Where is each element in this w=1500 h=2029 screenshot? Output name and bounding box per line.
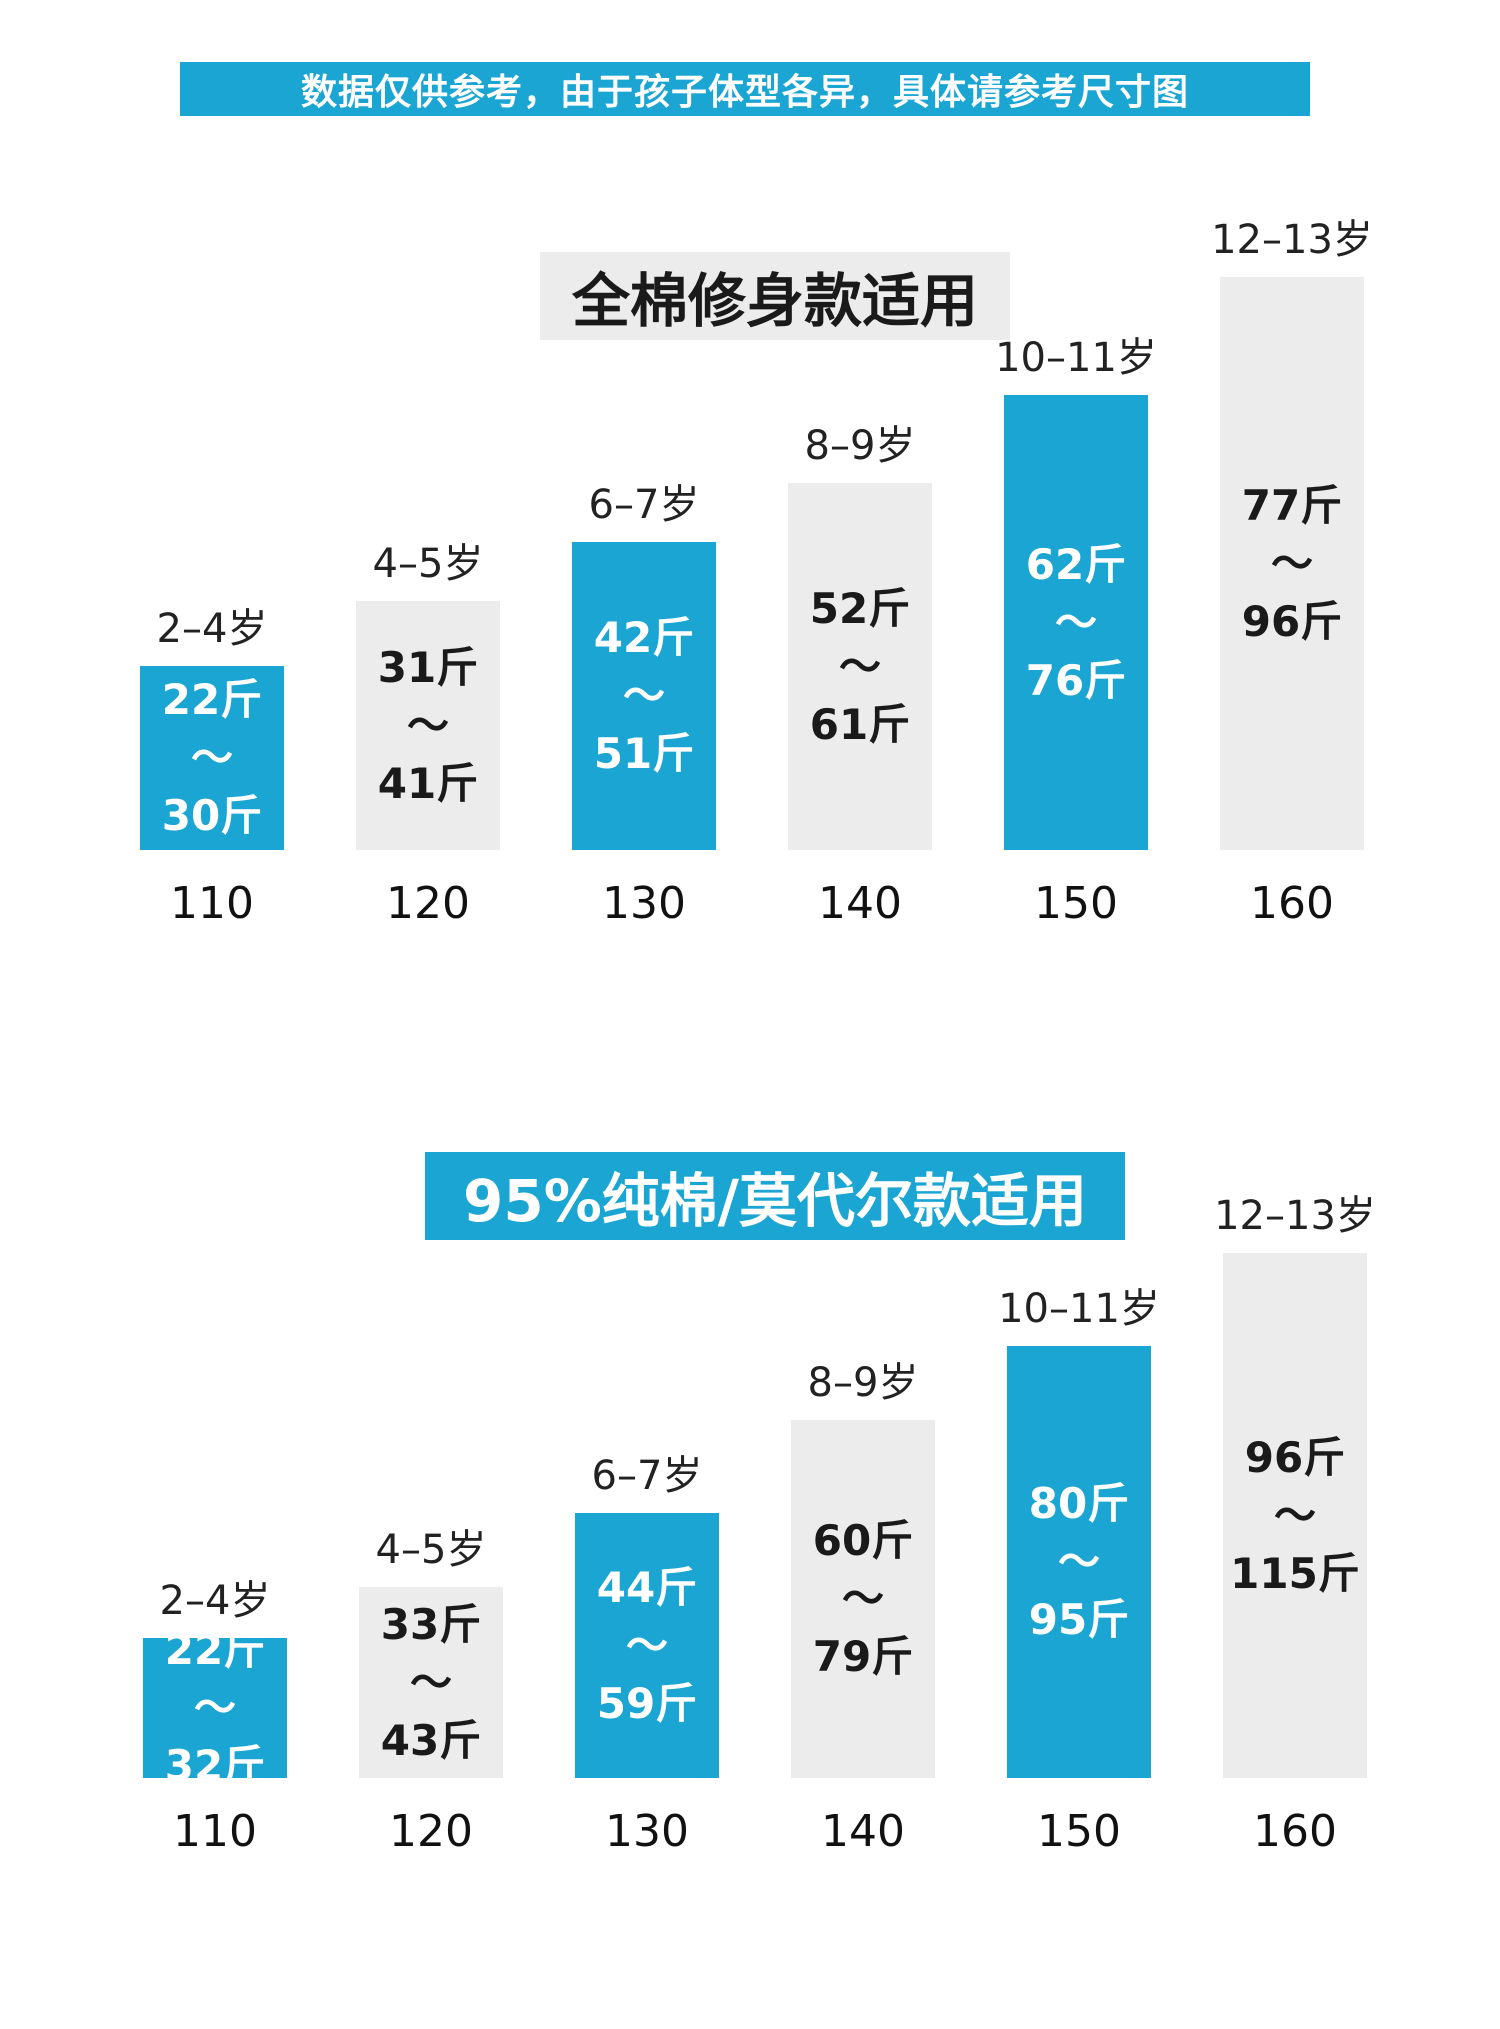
weight-min-label: 31斤 [377, 642, 479, 692]
weight-min-label: 42斤 [593, 613, 695, 662]
weight-max-label: 51斤 [593, 729, 695, 778]
weight-range-label: 33斤 ～ 43斤 [359, 1596, 503, 1770]
age-label-160: 12–13岁 [1214, 1193, 1376, 1239]
weight-max-label: 30斤 [161, 791, 263, 840]
age-label-110: 2–4岁 [159, 1578, 271, 1624]
bar-140: 60斤 ～ 79斤 [791, 1420, 935, 1778]
weight-max-label: 96斤 [1241, 596, 1343, 646]
weight-min-label: 44斤 [596, 1562, 698, 1612]
weight-range-label: 44斤 ～ 59斤 [575, 1559, 719, 1733]
weight-max-label: 61斤 [809, 699, 911, 749]
weight-min-label: 77斤 [1241, 480, 1343, 530]
bar-140: 52斤 ～ 61斤 [788, 483, 932, 850]
tilde-label: ～ [838, 641, 881, 691]
bar-120: 31斤 ～ 41斤 [356, 601, 500, 850]
weight-range-label: 96斤 ～ 115斤 [1223, 1429, 1367, 1603]
tilde-label: ～ [193, 1683, 236, 1732]
size-label-110: 110 [173, 1806, 257, 1857]
weight-range-label: 22斤 ～ 30斤 [140, 671, 284, 845]
tilde-label: ～ [1054, 597, 1097, 647]
weight-min-label: 22斤 [161, 675, 263, 724]
size-label-130: 130 [605, 1806, 689, 1857]
chart-1-title: 全棉修身款适用 [540, 252, 1010, 340]
weight-min-label: 96斤 [1244, 1432, 1346, 1482]
weight-range-label: 31斤 ～ 41斤 [356, 639, 500, 813]
weight-range-label: 62斤 ～ 76斤 [1004, 536, 1148, 710]
bar-150: 62斤 ～ 76斤 [1004, 395, 1148, 850]
tilde-label: ～ [406, 700, 449, 750]
chart-1: 22斤 ～ 30斤 2–4岁 110 31斤 ～ 41斤 4–5岁 120 42斤 ～ 51斤 6–7岁 1… [0, 0, 1500, 1000]
age-label-120: 4–5岁 [375, 1527, 487, 1573]
bar-130: 42斤 ～ 51斤 [572, 542, 716, 850]
tilde-label: ～ [1057, 1537, 1100, 1586]
age-label-150: 10–11岁 [998, 1286, 1160, 1332]
weight-min-label: 60斤 [812, 1516, 914, 1565]
tilde-label: ～ [622, 671, 665, 720]
tilde-label: ～ [409, 1657, 452, 1707]
size-label-110: 110 [170, 878, 254, 929]
chart-2-title: 95%纯棉/莫代尔款适用 [425, 1152, 1125, 1240]
tilde-label: ～ [841, 1574, 884, 1623]
bar-130: 44斤 ～ 59斤 [575, 1513, 719, 1778]
weight-range-label: 60斤 ～ 79斤 [791, 1512, 935, 1686]
age-label-140: 8–9岁 [807, 1360, 919, 1406]
size-label-160: 160 [1253, 1806, 1337, 1857]
tilde-label: ～ [625, 1620, 668, 1670]
bar-160: 96斤 ～ 115斤 [1223, 1253, 1367, 1778]
age-label-160: 12–13岁 [1211, 217, 1373, 263]
bar-150: 80斤 ～ 95斤 [1007, 1346, 1151, 1778]
disclaimer-banner: 数据仅供参考，由于孩子体型各异，具体请参考尺寸图 [180, 62, 1310, 116]
weight-max-label: 95斤 [1028, 1595, 1130, 1644]
weight-max-label: 115斤 [1230, 1548, 1360, 1598]
size-label-130: 130 [602, 878, 686, 929]
weight-max-label: 79斤 [812, 1632, 914, 1681]
bar-110: 22斤 ～ 32斤 [143, 1625, 287, 1790]
age-label-140: 8–9岁 [804, 423, 916, 469]
age-label-110: 2–4岁 [156, 606, 268, 652]
weight-min-label: 80斤 [1028, 1479, 1130, 1528]
size-label-160: 160 [1250, 878, 1334, 929]
size-label-120: 120 [386, 878, 470, 929]
weight-range-label: 77斤 ～ 96斤 [1220, 477, 1364, 651]
tilde-label: ～ [1273, 1490, 1316, 1540]
weight-max-label: 76斤 [1025, 655, 1127, 705]
weight-range-label: 22斤 ～ 32斤 [143, 1621, 287, 1795]
bar-120: 33斤 ～ 43斤 [359, 1587, 503, 1778]
tilde-label: ～ [190, 733, 233, 782]
weight-range-label: 80斤 ～ 95斤 [1007, 1475, 1151, 1649]
age-label-120: 4–5岁 [372, 541, 484, 587]
bar-110: 22斤 ～ 30斤 [140, 666, 284, 850]
weight-min-label: 22斤 [164, 1625, 266, 1674]
size-label-150: 150 [1034, 878, 1118, 929]
weight-min-label: 52斤 [809, 583, 911, 633]
weight-max-label: 32斤 [164, 1741, 266, 1790]
bar-160: 77斤 ～ 96斤 [1220, 277, 1364, 850]
weight-min-label: 33斤 [380, 1599, 482, 1649]
weight-max-label: 59斤 [596, 1678, 698, 1728]
age-label-130: 6–7岁 [588, 482, 700, 528]
weight-min-label: 62斤 [1025, 539, 1127, 589]
size-label-140: 140 [818, 878, 902, 929]
size-label-120: 120 [389, 1806, 473, 1857]
weight-range-label: 42斤 ～ 51斤 [572, 609, 716, 783]
age-label-130: 6–7岁 [591, 1453, 703, 1499]
size-label-150: 150 [1037, 1806, 1121, 1857]
size-label-140: 140 [821, 1806, 905, 1857]
age-label-150: 10–11岁 [995, 335, 1157, 381]
tilde-label: ～ [1270, 538, 1313, 588]
weight-max-label: 41斤 [377, 758, 479, 808]
weight-range-label: 52斤 ～ 61斤 [788, 580, 932, 754]
weight-max-label: 43斤 [380, 1715, 482, 1765]
